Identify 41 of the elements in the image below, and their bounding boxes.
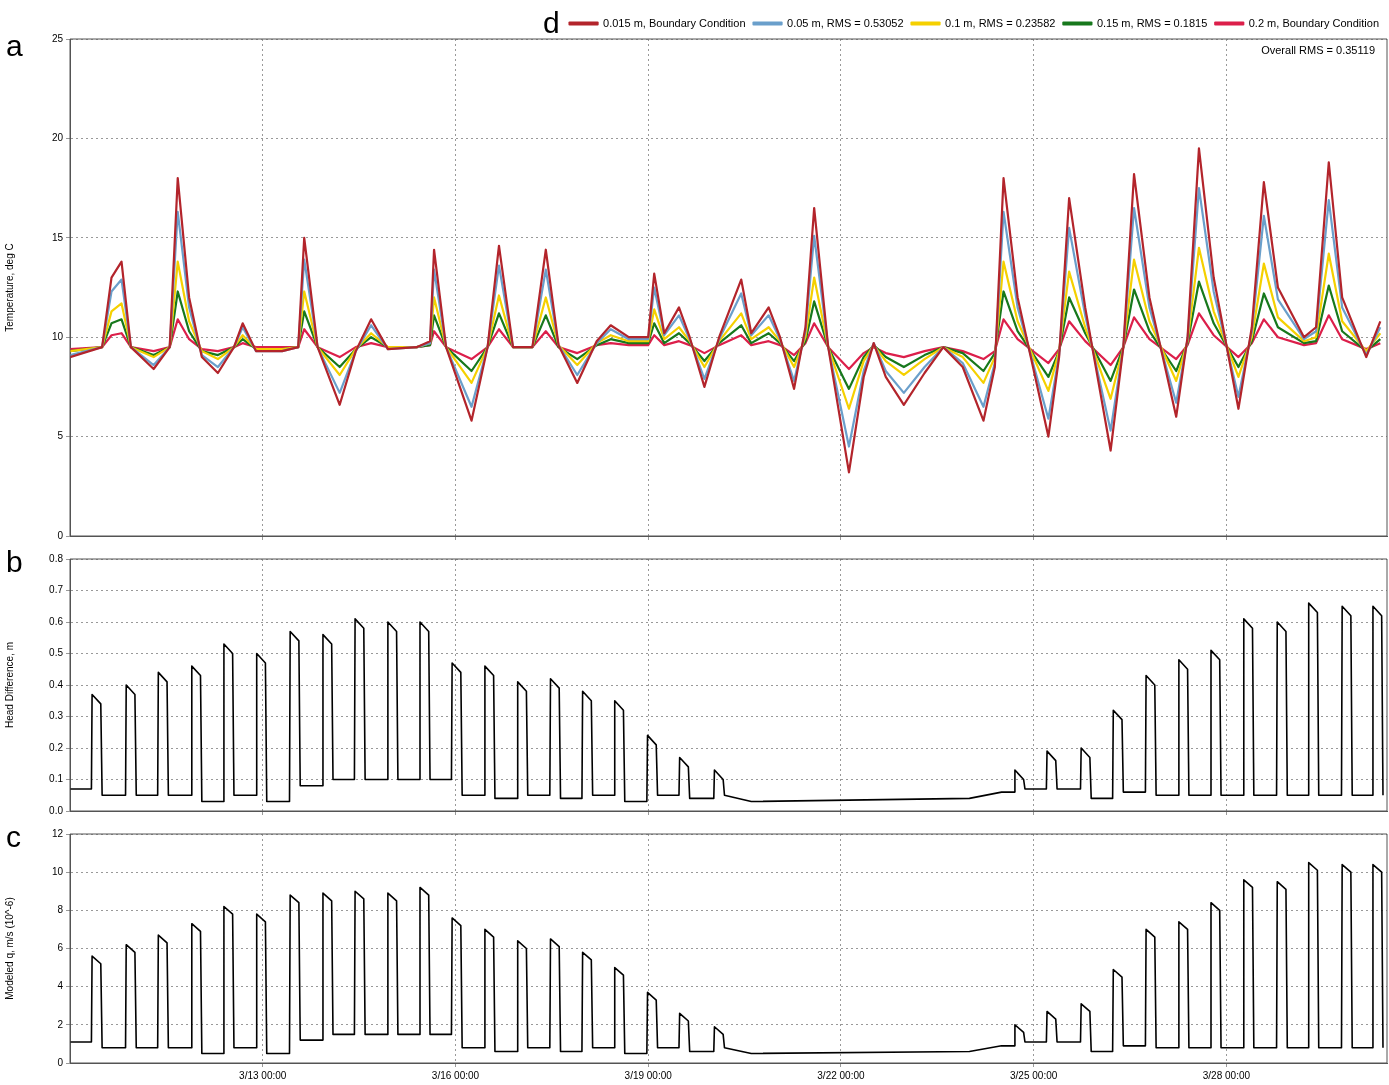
text: b <box>6 545 23 579</box>
y-tick-label: 4 <box>57 980 64 992</box>
text: a <box>6 29 23 63</box>
y-tick-label: 0.2 <box>49 741 64 753</box>
x-tick-label: 3/16 00:00 <box>431 1069 480 1081</box>
text: c <box>6 820 21 854</box>
y-tick-label: 20 <box>51 132 64 144</box>
y-tick-label: 0.6 <box>49 615 64 627</box>
x-tick-label: 3/28 00:00 <box>1202 1069 1251 1081</box>
x-tick-label: 3/22 00:00 <box>817 1069 865 1081</box>
y-tick-label: 0.8 <box>49 552 64 564</box>
legend-label: 0.015 m, Boundary Condition <box>603 16 746 29</box>
y-tick-label: 0.5 <box>49 647 64 659</box>
y-axis-title: Modeled q, m/s (10^-6) <box>3 897 15 1000</box>
legend-label: 0.15 m, RMS = 0.1815 <box>1096 16 1208 29</box>
y-tick-label: 0.7 <box>49 584 64 596</box>
y-tick-label: 0.4 <box>49 678 64 690</box>
y-axis-title: Temperature, deg C <box>3 243 15 332</box>
y-tick-label: 2 <box>57 1018 64 1030</box>
y-tick-label: 0.3 <box>49 710 64 722</box>
y-tick-label: 10 <box>51 865 64 877</box>
legend-label: 0.2 m, Boundary Condition <box>1248 16 1380 29</box>
legend-label: 0.05 m, RMS = 0.53052 <box>787 16 904 29</box>
y-tick-label: 8 <box>57 904 64 916</box>
y-axis-title: Head Difference, m <box>3 642 15 728</box>
legend-label: 0.1 m, RMS = 0.23582 <box>945 16 1056 29</box>
annotation: Overall RMS = 0.35119 <box>1261 43 1375 56</box>
annotation: d <box>542 6 560 40</box>
y-tick-label: 0.1 <box>49 773 64 785</box>
y-tick-label: 0.0 <box>49 804 64 816</box>
y-tick-label: 5 <box>57 430 64 442</box>
x-tick-label: 3/19 00:00 <box>624 1069 673 1081</box>
y-tick-label: 10 <box>51 330 64 342</box>
x-tick-label: 3/13 00:00 <box>239 1069 287 1081</box>
y-tick-label: 12 <box>51 827 64 839</box>
y-tick-label: 15 <box>51 231 64 243</box>
y-tick-label: 0 <box>57 529 64 541</box>
y-tick-label: 25 <box>51 32 64 44</box>
y-tick-label: 6 <box>57 942 64 954</box>
y-tick-label: 0 <box>57 1056 64 1068</box>
x-tick-label: 3/25 00:00 <box>1010 1069 1058 1081</box>
